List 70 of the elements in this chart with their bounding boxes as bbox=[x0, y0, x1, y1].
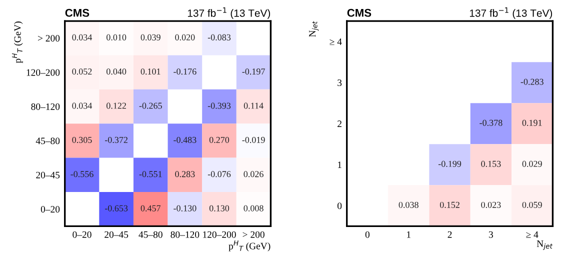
x-tick-label: 2 bbox=[448, 231, 452, 238]
data-label: 0.029 bbox=[522, 160, 542, 167]
data-label: -0.653 bbox=[105, 205, 128, 212]
data-label: -0.076 bbox=[208, 171, 231, 178]
data-label: -0.483 bbox=[174, 136, 196, 144]
x-tick-label: 120–200 bbox=[203, 231, 236, 238]
x-tick-label: 1 bbox=[407, 231, 410, 238]
data-label: 0.059 bbox=[522, 202, 542, 208]
data-label: -0.551 bbox=[139, 171, 162, 178]
data-label: 0.191 bbox=[522, 120, 542, 126]
y-tick-label: 2 bbox=[338, 120, 342, 127]
y-tick-label: 3 bbox=[338, 80, 342, 86]
data-label: 0.305 bbox=[72, 136, 92, 144]
chart-title: CMS bbox=[65, 8, 90, 17]
y-tick-label: 0 bbox=[338, 202, 342, 210]
data-label: 0.020 bbox=[175, 34, 195, 40]
data-label: 0.034 bbox=[72, 34, 92, 40]
x-tick-label: 3 bbox=[488, 231, 494, 238]
y-tick-label: 120–200 bbox=[26, 69, 60, 76]
y-tick-label: 0–20 bbox=[40, 206, 60, 213]
data-label: -0.176 bbox=[174, 68, 196, 75]
chart-subtitle: 137 fb$^{−1}$ (13 TeV) bbox=[188, 7, 270, 19]
data-label: 0.283 bbox=[175, 171, 195, 178]
data-label: -0.265 bbox=[139, 102, 162, 109]
y-tick-label: ≥ 4 bbox=[330, 38, 342, 45]
data-label: 0.152 bbox=[440, 202, 460, 208]
data-label: 0.052 bbox=[72, 68, 92, 75]
y-axis-title: N$_{jet}$ bbox=[309, 21, 319, 37]
data-label: 0.008 bbox=[244, 205, 264, 212]
data-label: 0.039 bbox=[140, 34, 160, 40]
y-axis-title: p$^{H}$$_{T}$ (GeV) bbox=[12, 22, 23, 64]
x-tick-label: ≥ 4 bbox=[526, 231, 538, 238]
x-tick-label: 45–80 bbox=[138, 231, 162, 238]
data-label: -0.378 bbox=[480, 120, 502, 126]
data-label: -0.019 bbox=[242, 136, 265, 144]
y-tick-label: > 200 bbox=[38, 35, 60, 42]
data-label: 0.026 bbox=[244, 171, 264, 178]
data-label: -0.199 bbox=[438, 160, 462, 167]
data-label: 0.010 bbox=[106, 34, 126, 40]
data-label: 0.153 bbox=[481, 160, 501, 167]
x-tick-label: 0 bbox=[365, 231, 370, 238]
data-label: 0.101 bbox=[140, 68, 160, 75]
y-tick-label: 20–45 bbox=[36, 172, 60, 178]
data-label: -0.393 bbox=[208, 102, 231, 109]
data-label: -0.283 bbox=[520, 78, 544, 85]
y-tick-label: 80–120 bbox=[31, 103, 60, 110]
chart-subtitle: 137 fb$^{−1}$ (13 TeV) bbox=[470, 7, 552, 19]
data-label: 0.130 bbox=[209, 205, 230, 212]
data-label: 0.457 bbox=[140, 205, 161, 212]
data-label: 0.270 bbox=[209, 136, 230, 144]
x-tick-label: 20–45 bbox=[104, 231, 128, 238]
data-label: -0.372 bbox=[105, 136, 128, 144]
data-label: 0.040 bbox=[106, 68, 126, 75]
y-tick-label: 1 bbox=[338, 162, 342, 168]
x-axis-title: N$_{jet}$ bbox=[536, 240, 553, 250]
x-tick-label: > 200 bbox=[242, 231, 264, 238]
data-label: -0.197 bbox=[242, 68, 265, 75]
y-tick-label: 45–80 bbox=[36, 138, 60, 144]
chart-title: CMS bbox=[347, 8, 372, 17]
data-label: 0.122 bbox=[106, 102, 126, 109]
data-label: 0.038 bbox=[398, 202, 418, 208]
data-label: 0.034 bbox=[72, 102, 92, 109]
data-label: -0.083 bbox=[208, 34, 231, 40]
data-label: 0.023 bbox=[481, 202, 501, 208]
data-label: -0.556 bbox=[70, 171, 94, 178]
x-tick-label: 0–20 bbox=[72, 231, 92, 238]
x-axis-title: p$^{H}$$_{T}$ (GeV) bbox=[228, 240, 270, 252]
data-label: 0.114 bbox=[244, 102, 264, 109]
data-label: -0.130 bbox=[174, 205, 196, 212]
x-tick-label: 80–120 bbox=[170, 231, 200, 238]
